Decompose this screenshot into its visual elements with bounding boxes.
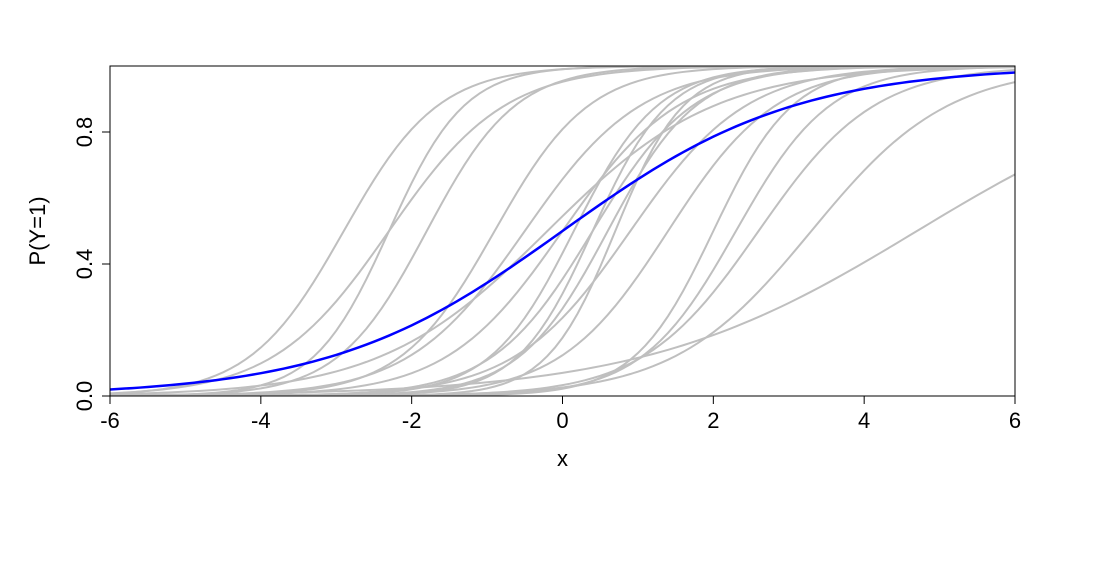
x-tick-label: 2 xyxy=(707,408,719,433)
y-tick-label: 0.8 xyxy=(72,117,97,148)
x-tick-label: 0 xyxy=(556,408,568,433)
x-tick-label: -4 xyxy=(251,408,271,433)
blue-curve xyxy=(110,73,1015,390)
y-tick-label: 0.0 xyxy=(72,381,97,412)
grey-curve-18 xyxy=(110,174,1015,395)
sigmoid-ensemble-chart: -6 -4 -2 0 2 4 6 x 0.0 0.4 0.8 P(Y=1) xyxy=(0,0,1096,563)
y-axis-label: P(Y=1) xyxy=(25,196,50,265)
x-tick-label: -2 xyxy=(402,408,422,433)
x-tick-label: -6 xyxy=(100,408,120,433)
y-tick-label: 0.4 xyxy=(72,249,97,280)
x-axis-label: x xyxy=(557,446,568,471)
grey-curve-2 xyxy=(110,70,1015,396)
x-tick-label: 4 xyxy=(858,408,870,433)
chart-svg: -6 -4 -2 0 2 4 6 x 0.0 0.4 0.8 P(Y=1) xyxy=(0,0,1096,563)
x-tick-label: 6 xyxy=(1009,408,1021,433)
